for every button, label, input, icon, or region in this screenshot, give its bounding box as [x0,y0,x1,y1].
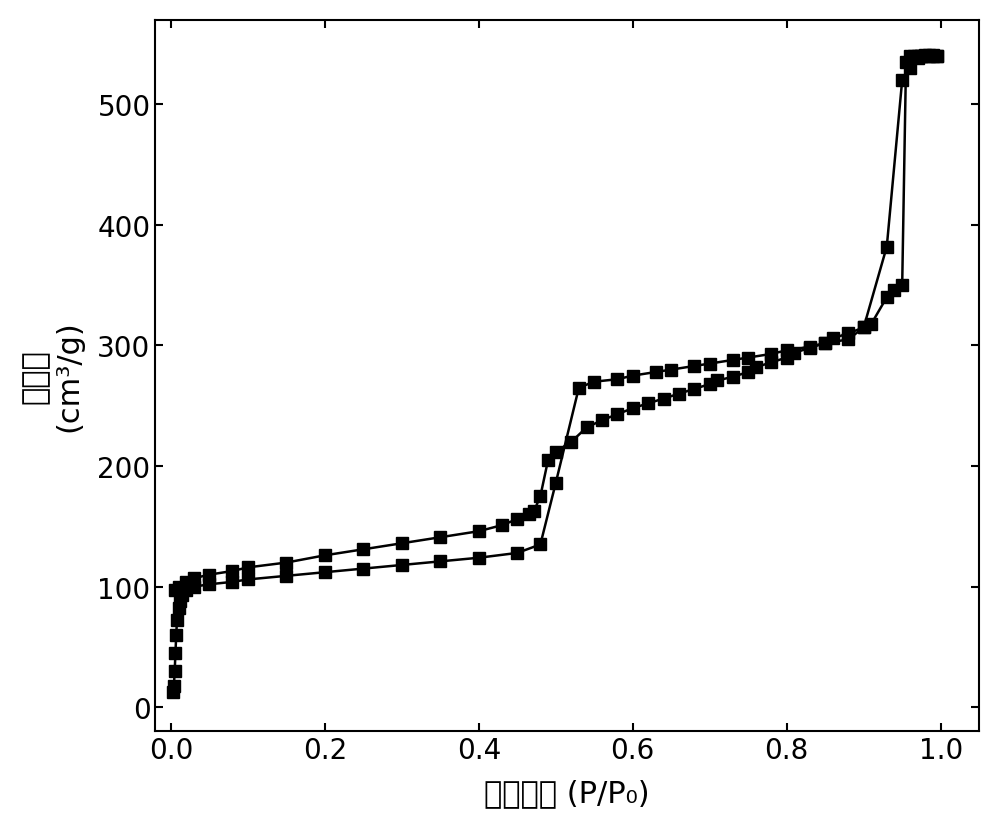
X-axis label: 相对压力 (P/P₀): 相对压力 (P/P₀) [484,778,650,807]
Y-axis label: 吸附量
(cm³/g): 吸附量 (cm³/g) [21,320,83,432]
